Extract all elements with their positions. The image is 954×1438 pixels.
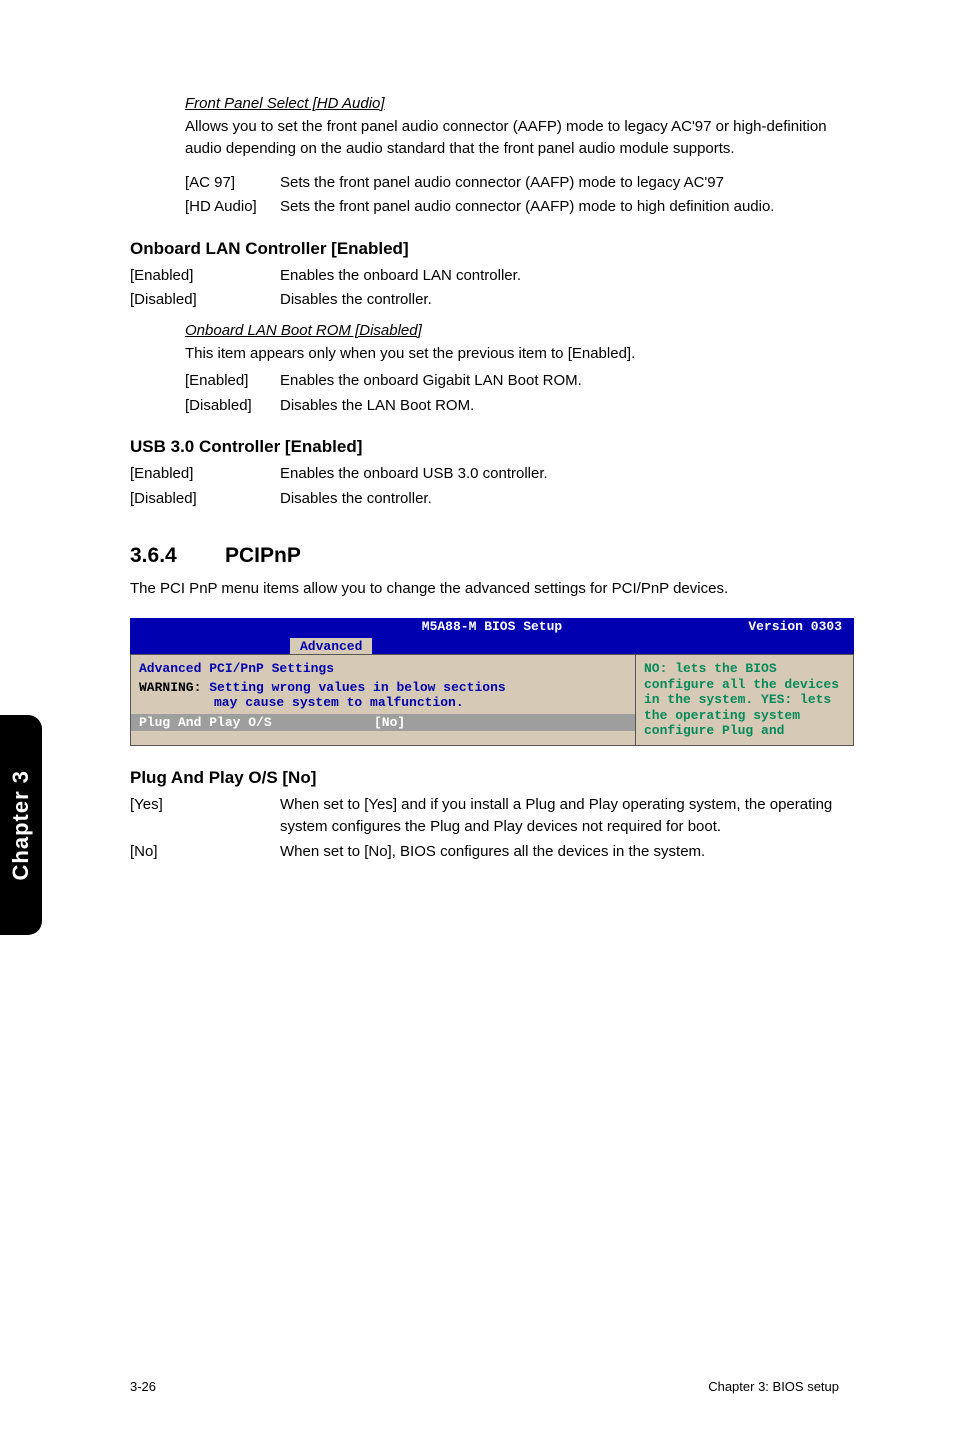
lan-r2k: [Disabled] [130, 289, 280, 312]
lan-s1v: Enables the onboard Gigabit LAN Boot ROM… [280, 370, 839, 393]
page-footer: 3-26 Chapter 3: BIOS setup [0, 1379, 954, 1394]
usb-r2k: [Disabled] [130, 488, 280, 511]
fp-opt2-key: [HD Audio] [185, 196, 280, 219]
plug-r1k: [Yes] [130, 794, 280, 839]
plug-title: Plug And Play O/S [No] [130, 768, 839, 788]
lan-r1v: Enables the onboard LAN controller. [280, 265, 839, 288]
lan-r2v: Disables the controller. [280, 289, 839, 312]
bios-help-pane: NO: lets the BIOS configure all the devi… [636, 654, 854, 746]
bios-version: Version 0303 [748, 619, 842, 634]
bios-l1: Advanced PCI/PnP Settings [139, 661, 627, 676]
chapter-side-tab: Chapter 3 [0, 715, 42, 935]
bios-warn-text2: may cause system to malfunction. [139, 695, 627, 710]
bios-screenshot: M5A88-M BIOS Setup Version 0303 Advanced… [130, 618, 854, 746]
bios-grey-left: Plug And Play O/S [139, 715, 374, 730]
fp-opt2-val: Sets the front panel audio connector (AA… [280, 196, 839, 219]
bios-header: M5A88-M BIOS Setup Version 0303 Advanced [130, 618, 854, 654]
plug-r2k: [No] [130, 841, 280, 864]
section-name: PCIPnP [225, 544, 301, 567]
plug-r1v: When set to [Yes] and if you install a P… [280, 794, 839, 839]
usb-r1k: [Enabled] [130, 463, 280, 486]
lan-r1k: [Enabled] [130, 265, 280, 288]
usb-r2v: Disables the controller. [280, 488, 839, 511]
usb-title: USB 3.0 Controller [Enabled] [130, 437, 839, 457]
lan-sub-heading: Onboard LAN Boot ROM [Disabled] [185, 322, 839, 339]
usb-r1v: Enables the onboard USB 3.0 controller. [280, 463, 839, 486]
fp-opt1-key: [AC 97] [185, 172, 280, 195]
bios-title: M5A88-M BIOS Setup [422, 619, 562, 634]
chapter-side-label: Chapter 3 [8, 770, 34, 880]
lan-title: Onboard LAN Controller [Enabled] [130, 239, 839, 259]
bios-grey-right: [No] [374, 715, 405, 730]
bios-warn-text1: Setting wrong values in below sections [209, 680, 505, 695]
section-desc: The PCI PnP menu items allow you to chan… [130, 578, 839, 600]
bios-tab-advanced[interactable]: Advanced [290, 638, 372, 654]
footer-right: Chapter 3: BIOS setup [708, 1379, 839, 1394]
section-num: 3.6.4 [130, 544, 225, 568]
lan-s2v: Disables the LAN Boot ROM. [280, 395, 839, 418]
lan-s1k: [Enabled] [185, 370, 280, 393]
bios-selected-row[interactable]: Plug And Play O/S [No] [131, 714, 635, 731]
front-panel-desc: Allows you to set the front panel audio … [185, 116, 839, 160]
lan-s2k: [Disabled] [185, 395, 280, 418]
lan-sub-desc: This item appears only when you set the … [185, 343, 839, 365]
fp-opt1-val: Sets the front panel audio connector (AA… [280, 172, 839, 195]
section-heading: 3.6.4PCIPnP [130, 544, 839, 568]
plug-r2v: When set to [No], BIOS configures all th… [280, 841, 839, 864]
footer-left: 3-26 [130, 1379, 156, 1394]
bios-warn-label: WARNING: [139, 680, 201, 695]
bios-left-pane: Advanced PCI/PnP Settings WARNING: Setti… [130, 654, 636, 746]
front-panel-heading: Front Panel Select [HD Audio] [185, 95, 839, 112]
